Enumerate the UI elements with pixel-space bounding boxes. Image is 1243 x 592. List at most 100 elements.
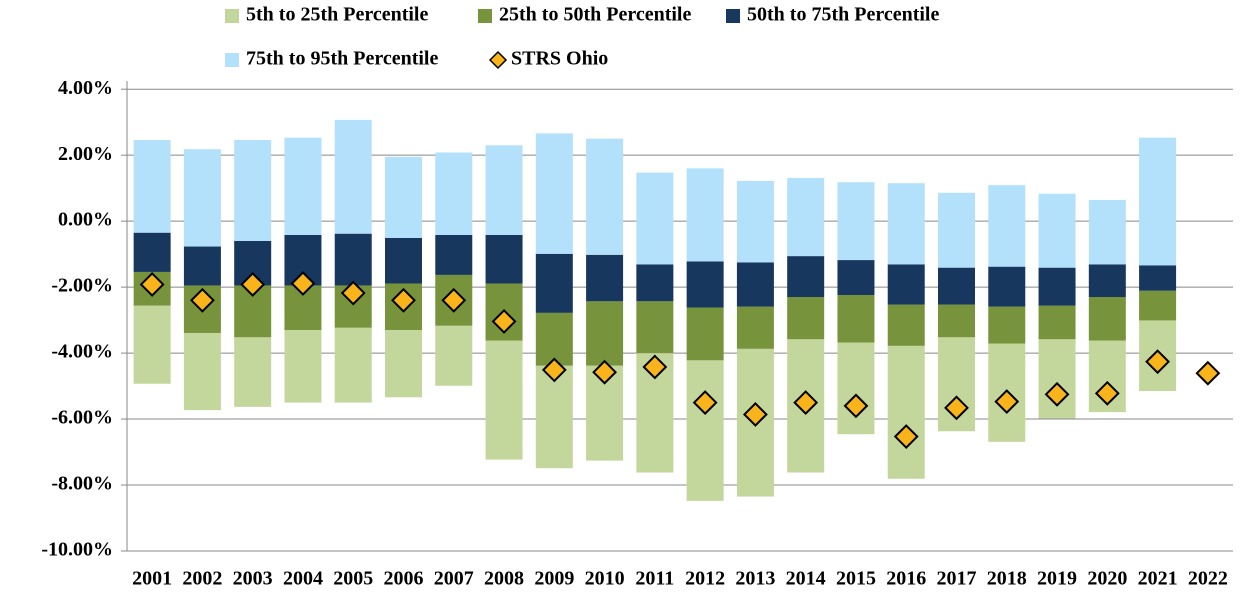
x-tick-label: 2010 <box>585 568 625 590</box>
x-tick-label: 2012 <box>685 568 725 590</box>
marker <box>491 309 517 334</box>
bar-segment <box>988 306 1026 344</box>
bar-segment <box>586 254 624 302</box>
marker <box>1044 381 1070 407</box>
marker <box>592 359 618 385</box>
bar-segment <box>535 133 573 254</box>
y-tick-label: -2.00% <box>51 275 113 297</box>
marker <box>843 393 869 419</box>
bar-segment <box>435 152 473 235</box>
bar-segment <box>837 295 875 343</box>
bar-segment <box>133 232 171 272</box>
bar-segment <box>535 365 573 469</box>
bar-segment <box>636 264 674 302</box>
bar-segment <box>938 304 975 338</box>
bar-segment <box>234 337 272 407</box>
marker <box>1145 349 1171 375</box>
legend-swatch <box>478 9 492 23</box>
bar-segment <box>1139 137 1177 266</box>
bar-segment <box>686 360 724 501</box>
y-tick-label: -8.00% <box>51 473 113 495</box>
x-tick-label: 2008 <box>484 568 524 590</box>
bar-segment <box>837 182 875 261</box>
marker <box>340 280 366 306</box>
bar-segment <box>535 312 573 366</box>
bar-segment <box>334 233 372 286</box>
bar-segment <box>1139 290 1177 321</box>
marker <box>642 354 668 380</box>
marker <box>441 287 467 313</box>
bar-segment <box>636 172 674 265</box>
bar-segment <box>183 332 221 411</box>
legend-label: 25th to 50th Percentile <box>499 4 691 26</box>
marker <box>1094 380 1120 406</box>
bar-segment <box>988 266 1026 307</box>
marker <box>240 272 266 297</box>
bar-segment <box>284 137 322 235</box>
bar-segment <box>887 183 925 265</box>
bar-segment <box>385 237 422 284</box>
bar-segment <box>1038 193 1076 268</box>
bar-segment <box>837 260 875 296</box>
marker <box>944 395 969 421</box>
bar-segment <box>887 264 925 305</box>
bar-segment <box>787 297 825 340</box>
bar-segment <box>938 267 975 305</box>
x-tick-label: 2013 <box>735 568 775 590</box>
legend-swatch <box>225 53 239 67</box>
x-tick-label: 2014 <box>786 568 826 590</box>
legend-marker <box>488 50 508 70</box>
bar-segment <box>887 345 925 479</box>
bar-segment <box>133 305 171 384</box>
marker <box>893 424 919 449</box>
marker <box>391 287 416 313</box>
bar-segment <box>133 139 171 233</box>
bar-segment <box>485 340 523 460</box>
bar-segment <box>1038 267 1076 306</box>
bar-segment <box>736 180 774 263</box>
bar-segment <box>385 156 422 238</box>
bar-segment <box>1088 297 1126 341</box>
legend-label: STRS Ohio <box>511 48 608 70</box>
x-tick-label: 2001 <box>132 568 172 590</box>
marker <box>1195 360 1221 386</box>
bar-segment <box>686 307 724 361</box>
bar-segment <box>686 168 724 262</box>
x-tick-label: 2003 <box>233 568 273 590</box>
bar-segment <box>535 253 573 313</box>
marker <box>742 402 768 427</box>
bar-segment <box>1038 305 1076 340</box>
bar-segment <box>586 138 624 255</box>
bar-segment <box>284 329 322 403</box>
x-tick-label: 2017 <box>937 568 977 590</box>
marker <box>793 390 819 415</box>
bar-segment <box>183 149 221 247</box>
bar-segment <box>787 256 825 298</box>
y-tick-label: 0.00% <box>58 209 113 231</box>
bar-segment <box>887 304 925 346</box>
x-tick-label: 2005 <box>333 568 373 590</box>
y-tick-label: 2.00% <box>58 143 113 165</box>
y-tick-label: -10.00% <box>41 539 113 561</box>
y-tick-label: 4.00% <box>58 77 113 99</box>
x-tick-label: 2006 <box>384 568 424 590</box>
bar-segment <box>1139 265 1177 291</box>
y-tick-label: -4.00% <box>51 341 113 363</box>
bar-segment <box>636 301 674 354</box>
legend-label: 5th to 25th Percentile <box>246 4 428 26</box>
x-tick-label: 2019 <box>1037 568 1077 590</box>
marker <box>994 389 1020 414</box>
marker <box>692 390 718 415</box>
bar-segment <box>334 119 372 234</box>
legend-swatch <box>726 9 740 23</box>
bar-segment <box>435 325 473 386</box>
x-tick-label: 2004 <box>283 568 323 590</box>
bar-segment <box>1088 264 1126 298</box>
y-tick-label: -6.00% <box>51 407 113 429</box>
x-tick-label: 2002 <box>182 568 222 590</box>
bar-segment <box>787 177 825 257</box>
marker <box>139 272 165 297</box>
marker <box>189 287 215 313</box>
bar-segment <box>686 261 724 308</box>
x-tick-label: 2022 <box>1188 568 1228 590</box>
